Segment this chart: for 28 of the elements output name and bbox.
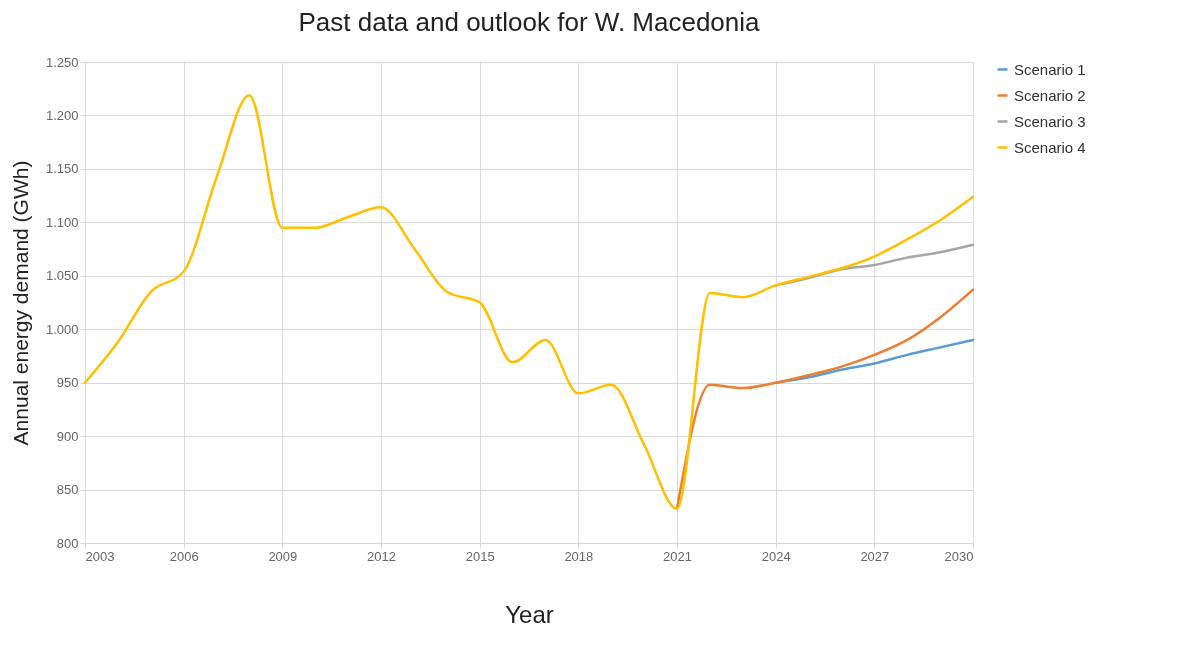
x-tick-label: 2006: [169, 548, 199, 564]
y-tick-label: 1.050: [45, 268, 79, 284]
chart-title: Past data and outlook for W. Macedonia: [298, 7, 761, 37]
y-tick-label: 900: [56, 428, 79, 444]
x-tick-label: 2030: [944, 548, 974, 564]
x-axis-title: Year: [505, 600, 554, 628]
legend-label: Scenario 3: [1014, 112, 1086, 130]
x-tick-label: 2012: [367, 548, 396, 564]
x-tick-label: 2018: [564, 548, 594, 564]
y-tick-label: 1.000: [45, 321, 79, 337]
y-tick-label: 1.250: [45, 54, 79, 70]
y-tick-label: 1.150: [45, 161, 79, 177]
y-tick-label: 950: [56, 375, 79, 391]
x-tick-label: 2024: [761, 548, 791, 564]
y-tick-label: 1.100: [45, 214, 79, 230]
line-series: [83, 93, 975, 511]
x-tick-label: 2021: [663, 548, 692, 564]
legend-label: Scenario 1: [1014, 60, 1086, 78]
legend-label: Scenario 4: [1014, 138, 1086, 156]
x-tick-label: 2027: [860, 548, 890, 564]
y-tick-label: 800: [56, 535, 79, 551]
x-tick-label: 2003: [85, 548, 115, 564]
x-tick-label: 2009: [268, 548, 298, 564]
x-tick-label: 2015: [465, 548, 495, 564]
y-axis-title: Annual energy demand (GWh): [8, 160, 32, 446]
y-tick-label: 850: [56, 482, 79, 498]
legend-label: Scenario 2: [1014, 86, 1086, 104]
y-tick-label: 1.200: [45, 107, 79, 123]
